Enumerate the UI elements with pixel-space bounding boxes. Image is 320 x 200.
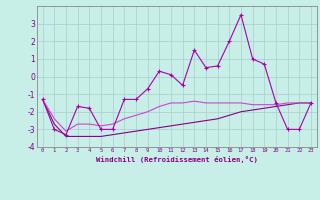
X-axis label: Windchill (Refroidissement éolien,°C): Windchill (Refroidissement éolien,°C) — [96, 156, 258, 163]
